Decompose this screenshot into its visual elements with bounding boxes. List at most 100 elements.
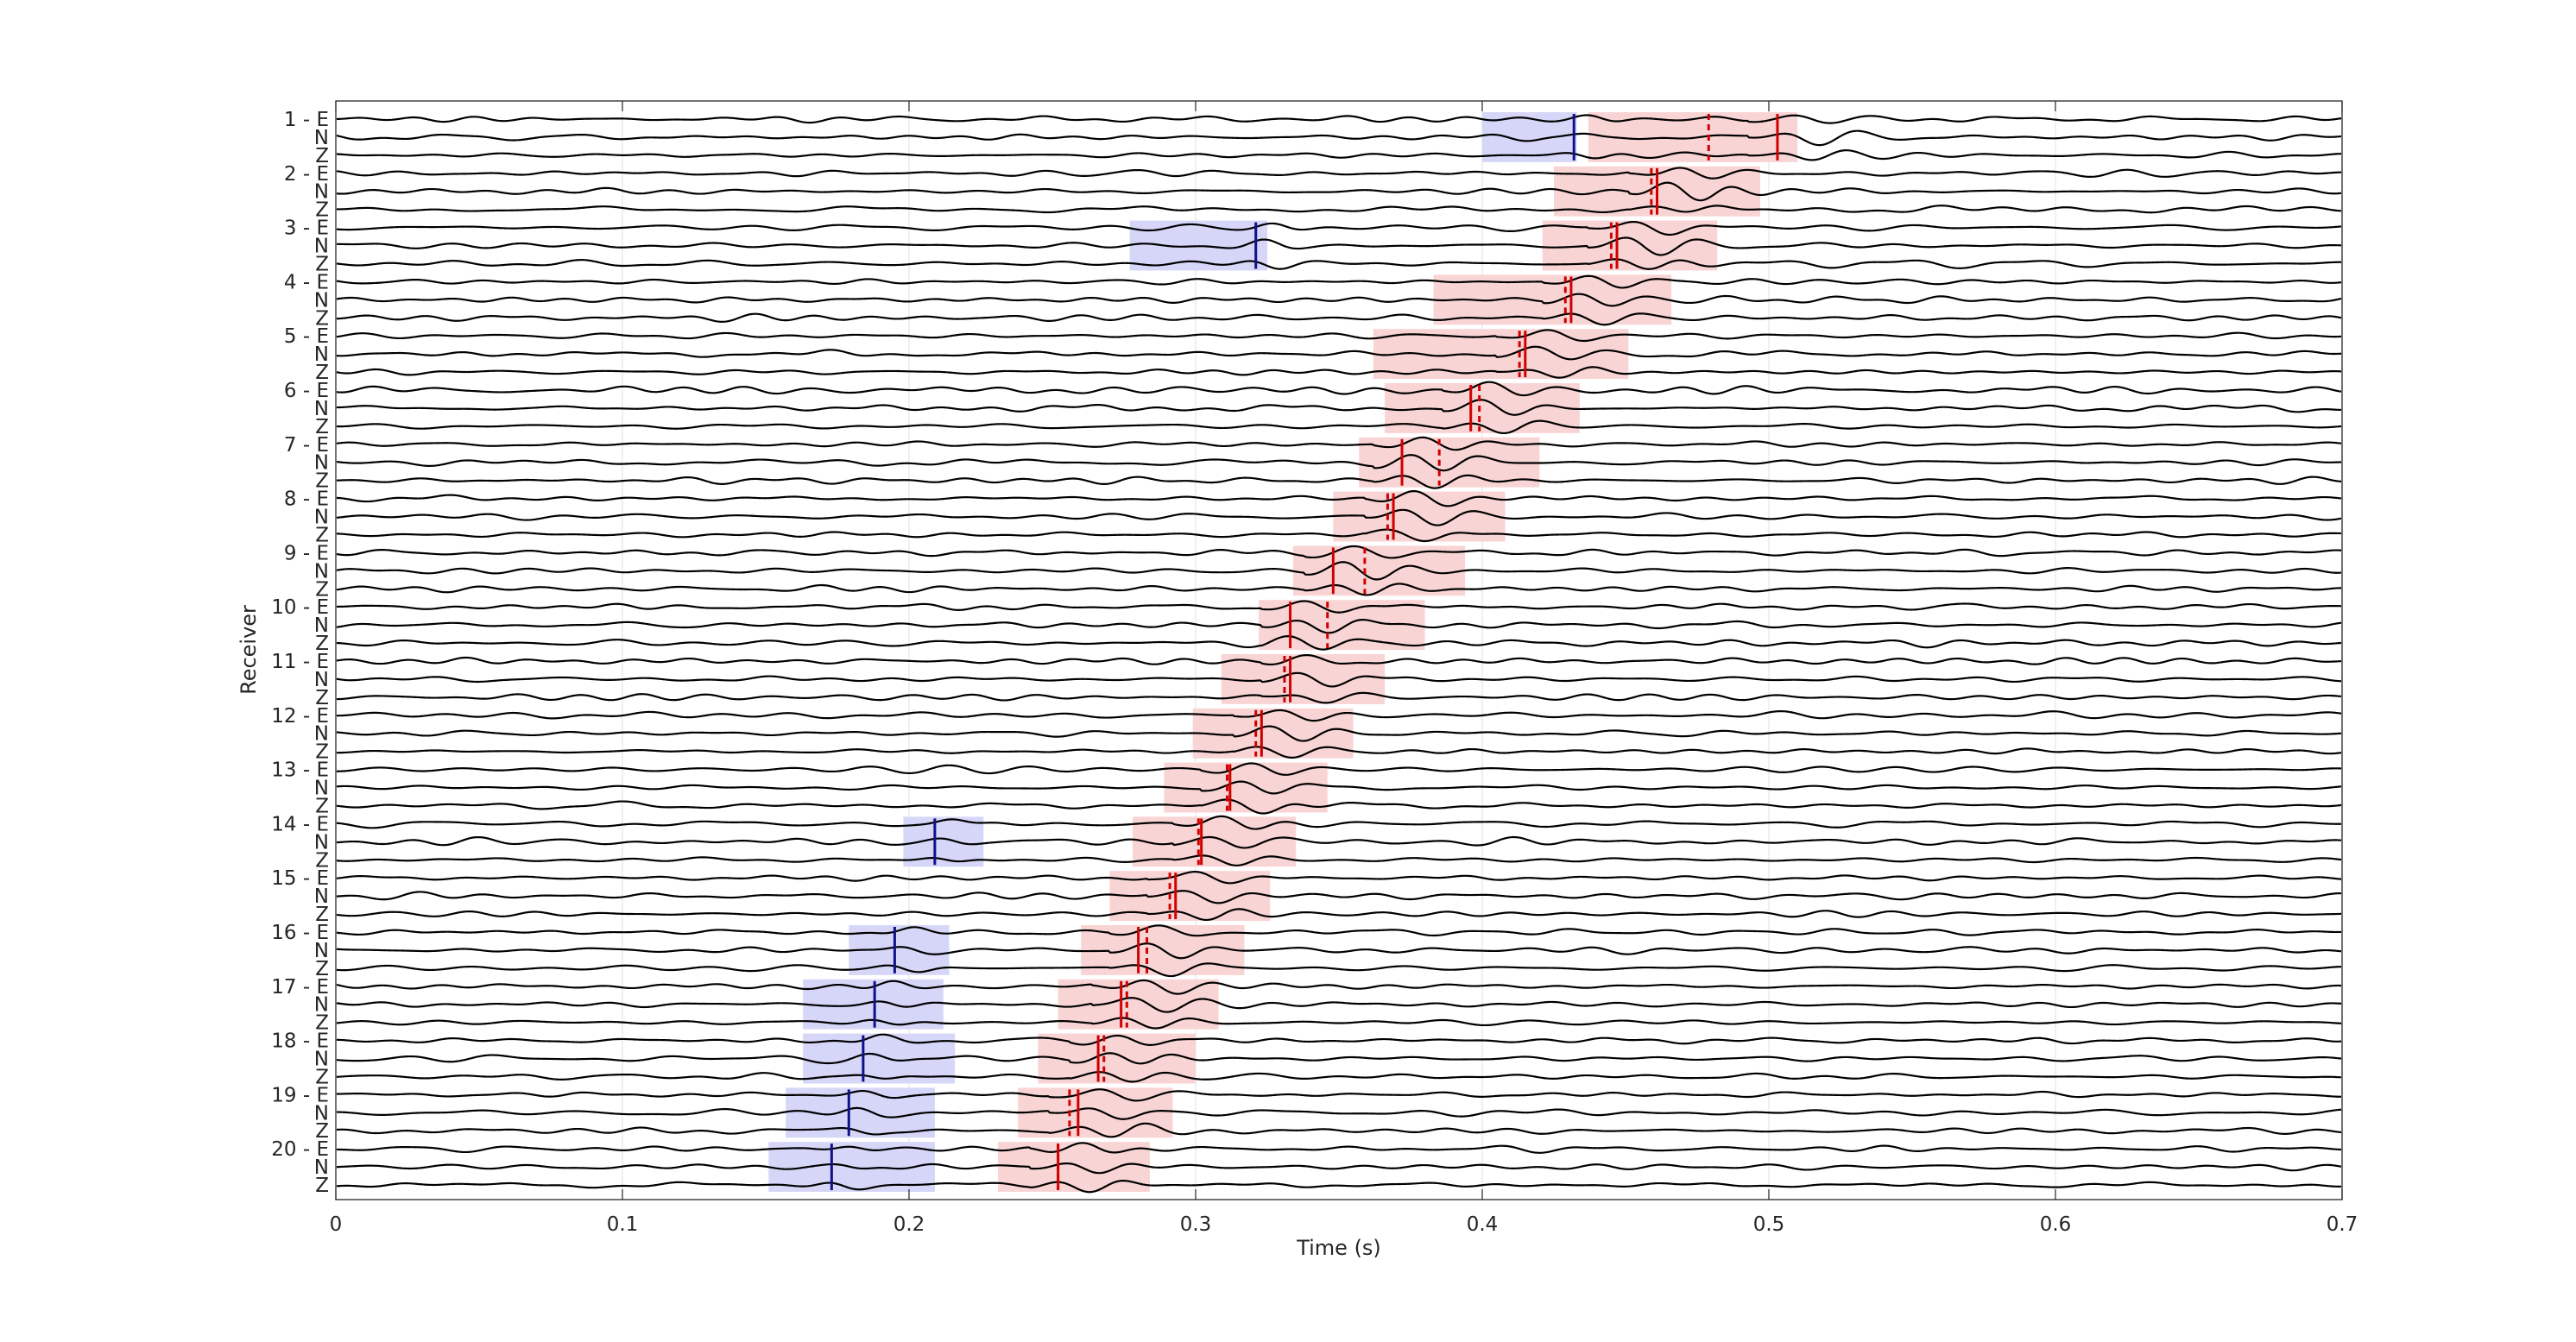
trace-label: N: [314, 507, 329, 529]
trace-label: 13 - E: [271, 759, 329, 782]
trace-label: 7 - E: [284, 434, 329, 457]
waveform-trace: [336, 1106, 2342, 1120]
trace-label: N: [314, 127, 329, 149]
waveform-traces: [336, 114, 2342, 1194]
waveform-trace: [336, 962, 2342, 978]
trace-label: 17 - E: [271, 976, 329, 999]
x-axis-ticks: 0 0.1 0.2 0.3 0.4 0.5 0.6 0.7: [330, 101, 2358, 1236]
waveform-trace: [336, 746, 2342, 759]
trace-label: Z: [315, 524, 329, 546]
trace-label: Z: [315, 633, 329, 655]
trace-label: 11 - E: [271, 651, 329, 673]
waveform-trace: [336, 653, 2342, 666]
trace-label: 14 - E: [271, 813, 329, 835]
trace-label: 20 - E: [271, 1138, 329, 1161]
trace-label: 8 - E: [284, 488, 329, 511]
trace-label: Z: [315, 362, 329, 384]
trace-label: Z: [315, 687, 329, 709]
trace-label: N: [314, 723, 329, 746]
trace-label: N: [314, 398, 329, 420]
waveform-trace: [336, 815, 2341, 830]
waveform-trace: [336, 114, 2342, 124]
waveform-trace: [336, 129, 2342, 147]
waveform-trace: [336, 149, 2342, 161]
trace-label: N: [314, 614, 329, 637]
x-axis-title: Time (s): [1296, 1236, 1381, 1260]
x-tick-label: 0.4: [1467, 1213, 1499, 1236]
trace-label: 16 - E: [271, 922, 329, 944]
trace-label: Z: [315, 470, 329, 493]
trace-label: 1 - E: [284, 109, 329, 131]
trace-label: 15 - E: [271, 867, 329, 890]
waveform-trace: [336, 854, 2342, 866]
trace-label: Z: [315, 904, 329, 926]
trace-label: N: [314, 669, 329, 691]
trace-label: 18 - E: [271, 1030, 329, 1053]
waveform-trace: [336, 258, 2342, 270]
waveform-trace: [336, 489, 2342, 507]
waveform-trace: [336, 709, 2342, 722]
waveform-trace: [337, 600, 2342, 614]
waveform-trace: [336, 205, 2342, 214]
waveform-trace: [337, 762, 2342, 776]
trace-label: Z: [315, 958, 329, 980]
waveform-trace: [336, 366, 2342, 379]
trace-label: N: [314, 343, 329, 366]
trace-label: N: [314, 940, 329, 962]
waveform-trace: [336, 545, 2342, 559]
waveform-trace: [336, 167, 2342, 180]
waveform-trace: [336, 997, 2342, 1013]
waveform-trace: [336, 436, 2342, 451]
waveform-trace: [336, 671, 2342, 688]
trace-label: Z: [315, 578, 329, 601]
trace-label: Z: [315, 1012, 329, 1035]
trace-label: 10 - E: [271, 596, 329, 619]
waveform-trace: [336, 454, 2342, 472]
waveform-trace: [336, 635, 2342, 651]
trace-label: 19 - E: [271, 1084, 329, 1106]
trace-label: 4 - E: [284, 271, 329, 293]
waveform-trace: [336, 329, 2342, 343]
trace-label: N: [314, 885, 329, 908]
trace-label: Z: [315, 307, 329, 330]
waveform-trace: [336, 1162, 2342, 1175]
trace-label: Z: [315, 795, 329, 817]
waveform-trace: [336, 293, 2342, 307]
plot-background: [336, 101, 2342, 1200]
plot-frame: [335, 100, 2343, 1200]
waveform-trace: [336, 725, 2342, 742]
waveform-trace: [336, 979, 2342, 995]
waveform-trace: [336, 1088, 2342, 1102]
x-tick-label: 0.7: [2327, 1213, 2358, 1236]
trace-label: Z: [315, 253, 329, 275]
waveform-trace: [336, 835, 2342, 849]
waveform-trace: [336, 181, 2342, 202]
plot-area: [335, 100, 2343, 1200]
waveform-trace: [337, 1142, 2342, 1154]
waveform-trace: [336, 1052, 2342, 1065]
trace-label: Z: [315, 1175, 329, 1197]
waveform-trace: [336, 236, 2342, 256]
waveform-trace: [336, 399, 2342, 416]
trace-label: N: [314, 778, 329, 800]
waveform-trace: [336, 220, 2342, 236]
x-tick-label: 0.3: [1180, 1213, 1212, 1236]
waveform-trace: [336, 474, 2342, 489]
trace-label: N: [314, 1156, 329, 1179]
trace-label: N: [314, 289, 329, 312]
waveform-trace: [336, 780, 2342, 795]
waveform-trace: [336, 619, 2342, 634]
waveform-trace: [336, 1033, 2342, 1046]
waveform-trace: [336, 924, 2342, 937]
waveform-trace: [336, 798, 2342, 815]
waveform-trace: [336, 528, 2342, 543]
waveform-trace: [336, 942, 2342, 960]
waveform-trace: [336, 345, 2342, 361]
trace-label: N: [314, 994, 329, 1017]
waveform-trace: [336, 1071, 2342, 1083]
trace-label: Z: [315, 1120, 329, 1143]
red-window: [1192, 708, 1354, 759]
x-tick-label: 0.5: [1753, 1213, 1785, 1236]
